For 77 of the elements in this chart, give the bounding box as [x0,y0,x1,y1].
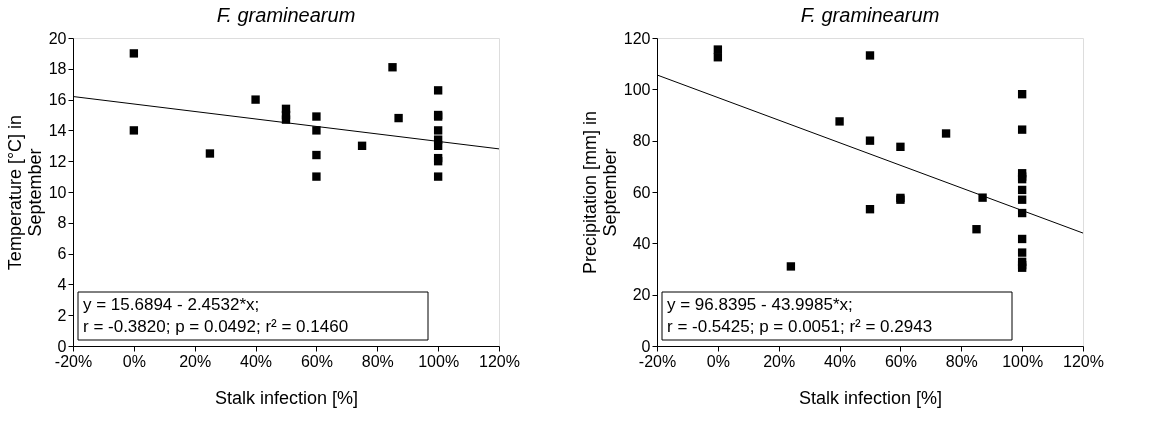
y-tick-label: 40 [632,234,651,252]
point [394,113,403,123]
y-tick-label: 18 [48,60,67,78]
x-tick-label: 40% [240,352,273,370]
x-tick-label: 60% [884,352,917,370]
x-axis-title: Stalk infection [%] [798,387,943,408]
y-tick-label: 100 [623,80,651,98]
point [1017,125,1027,134]
y-axis-title: Precipitation [mm] in September [579,110,620,275]
y-tick-label: 8 [57,214,67,232]
point [1017,234,1027,244]
point [713,53,723,62]
point [1017,195,1027,204]
point [433,157,443,166]
y-tick-label: 4 [57,275,67,293]
y-tick-label: 2 [57,306,67,324]
y-axis-title: Temperature [°C] in September [4,114,45,271]
x-tick-label: 60% [300,352,333,370]
y-tick-label: 6 [57,245,67,263]
x-tick-label: 80% [945,352,978,370]
x-tick-label: -20% [54,352,93,370]
chart-title: F. graminearum [216,4,356,26]
point [205,149,215,158]
y-tick-label: 0 [641,337,651,355]
point [433,141,443,150]
x-tick-label: 120% [479,352,520,370]
point [312,112,321,121]
y-tick-label: 14 [48,121,67,139]
point [312,126,321,135]
y-tick-label: 10 [48,183,67,201]
point [312,172,321,181]
annotation: y = 96.8395 - 43.9985*x; [667,295,853,314]
x-tick-label: 100% [1002,352,1044,370]
point [1017,185,1027,195]
point [865,205,875,214]
point [941,129,951,138]
y-tick-label: 12 [48,152,67,170]
x-tick-label: 0% [706,352,730,370]
x-tick-label: 40% [824,352,857,370]
annotation: r = -0.5425; p = 0.0051; r² = 0.2943 [667,317,933,336]
point [433,86,443,95]
annotation: r = -0.3820; p = 0.0492; r² = 0.1460 [83,317,349,336]
point [972,225,981,234]
x-tick-label: 100% [418,352,460,370]
point [835,117,844,126]
y-tick-label: 16 [48,91,67,109]
point [713,45,723,54]
point [357,141,367,150]
y-tick-label: 120 [623,29,651,47]
point [129,126,139,135]
y-tick-label: 20 [48,29,67,47]
y-tick-label: 80 [632,132,651,150]
x-tick-label: 0% [122,352,146,370]
annotation: y = 15.6894 - 2.4532*x; [83,295,260,314]
point [129,49,139,58]
x-axis-title: Stalk infection [%] [214,387,359,408]
point [865,136,875,145]
point [1017,248,1027,257]
point [388,63,397,72]
point [433,126,443,135]
x-tick-label: 80% [361,352,394,370]
x-tick-label: -20% [638,352,677,370]
y-tick-label: 60 [632,183,651,201]
chart-title: F. graminearum [800,4,940,26]
y-tick-label: 0 [57,337,67,355]
y-tick-label: 20 [632,286,651,304]
point [433,172,443,181]
x-tick-label: 20% [179,352,212,370]
point [1017,90,1027,99]
point [978,193,987,202]
x-tick-label: 120% [1063,352,1104,370]
point [312,150,321,160]
point [786,262,796,271]
point [865,51,875,60]
point [896,142,905,152]
x-tick-label: 20% [763,352,796,370]
point [251,95,260,104]
